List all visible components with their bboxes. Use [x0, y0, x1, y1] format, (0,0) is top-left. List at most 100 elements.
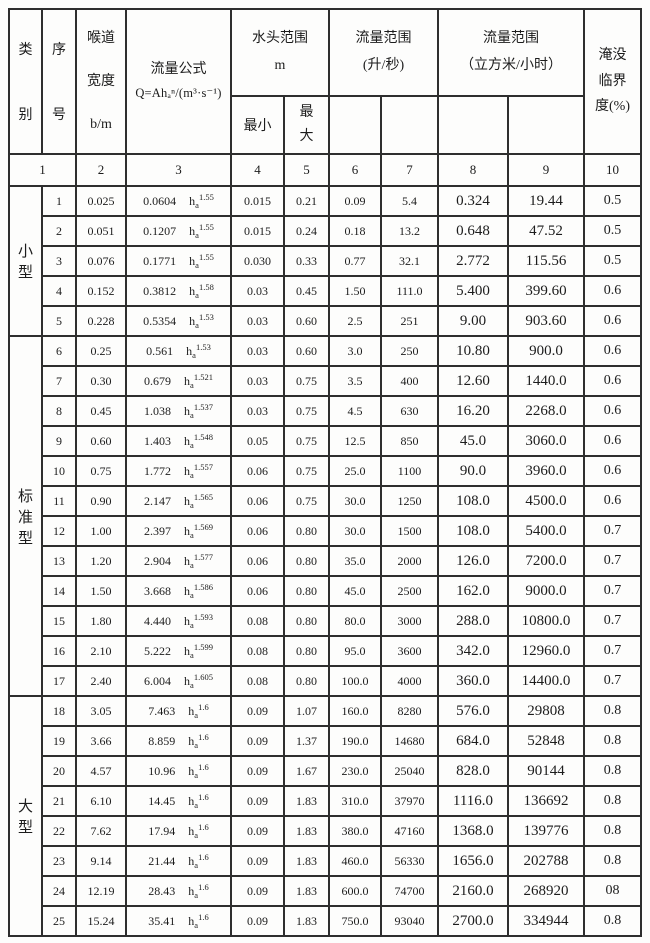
- category-char: 型: [17, 265, 33, 281]
- formula-ha-term: ha1.569: [184, 522, 213, 540]
- serial-number-cell: 17: [41, 665, 77, 697]
- head-min-cell: 0.030: [230, 245, 285, 277]
- head-min-cell: 0.09: [230, 785, 285, 817]
- flow-ls-min-cell: 460.0: [328, 845, 382, 877]
- flow-formula-cell: 4.440 ha1.593: [125, 605, 232, 637]
- throat-width-cell: 2.10: [75, 635, 127, 667]
- table-row: 3 0.076 0.1771 ha1.55 0.030 0.33 0.77 32.1 2.772…: [9, 245, 643, 277]
- flow-ls-min-cell: 80.0: [328, 605, 382, 637]
- header-submergence: 淹没 临界 度(%): [583, 8, 643, 155]
- submergence-cell: 0.7: [583, 515, 643, 547]
- formula-ha-term: ha1.6: [188, 912, 209, 930]
- formula-ha-term: ha1.565: [184, 492, 213, 510]
- flow-ls-max-cell: 2000: [380, 545, 439, 577]
- serial-number-cell: 14: [41, 575, 77, 607]
- throat-width-cell: 6.10: [75, 785, 127, 817]
- flow-m3h-max-cell: 139776: [506, 815, 586, 847]
- header-throat-width: 喉道 宽度 b/m: [75, 8, 127, 155]
- flow-ls-max-cell: 3600: [380, 635, 439, 667]
- column-index: 5: [283, 153, 330, 187]
- flow-formula-cell: 7.463 ha1.6: [125, 695, 232, 727]
- flow-m3h-min-cell: 10.80: [437, 335, 509, 367]
- formula-wrap: 7.463 ha1.6: [128, 702, 229, 720]
- flow-ls-max-cell: 13.2: [380, 215, 439, 247]
- flow-m3h-max-cell: 202788: [506, 845, 586, 877]
- serial-number-cell: 4: [41, 275, 77, 307]
- head-min-cell: 0.015: [230, 185, 285, 217]
- throat-width-cell: 0.228: [75, 305, 127, 337]
- formula-ha-term: ha1.6: [188, 732, 209, 750]
- serial-number-cell: 6: [41, 335, 77, 367]
- head-min-cell: 0.09: [230, 755, 285, 787]
- flow-ls-min-cell: 0.09: [328, 185, 382, 217]
- formula-ha-term: ha1.6: [188, 822, 209, 840]
- flow-formula-cell: 2.147 ha1.565: [125, 485, 232, 517]
- header-category-char: 别: [18, 107, 33, 123]
- flow-m3h-min-cell: 5.400: [437, 275, 509, 307]
- throat-width-cell: 0.45: [75, 395, 127, 427]
- head-min-cell: 0.03: [230, 395, 285, 427]
- header-flow-formula: 流量公式 Q=Ahₐⁿ/(m³·s⁻¹): [125, 8, 232, 155]
- header-flow-range-ls: 流量范围 (升/秒): [328, 8, 439, 97]
- flow-m3h-max-cell: 1440.0: [506, 365, 586, 397]
- flow-ls-max-cell: 251: [380, 305, 439, 337]
- flow-formula-cell: 0.561 ha1.53: [125, 335, 232, 367]
- flow-ls-max-cell: 630: [380, 395, 439, 427]
- flume-spec-table: 类 别 序 号 喉道 宽度 b/m: [8, 8, 643, 937]
- flow-m3h-max-cell: 2268.0: [506, 395, 586, 427]
- serial-number-cell: 1: [41, 185, 77, 217]
- head-max-cell: 0.80: [283, 605, 330, 637]
- throat-width-cell: 15.24: [75, 905, 127, 937]
- flow-m3h-max-cell: 9000.0: [506, 575, 586, 607]
- submergence-cell: 0.7: [583, 545, 643, 577]
- submergence-cell: 0.7: [583, 665, 643, 697]
- flow-m3h-max-cell: 29808: [506, 695, 586, 727]
- submergence-cell: 0.6: [583, 335, 643, 367]
- flow-m3h-max-cell: 3060.0: [506, 425, 586, 457]
- head-max-cell: 1.83: [283, 875, 330, 907]
- table-row: 17 2.40 6.004 ha1.605 0.08 0.80 100.0 4000 360.0…: [9, 665, 643, 697]
- flow-ls-max-cell: 1500: [380, 515, 439, 547]
- throat-width-cell: 1.80: [75, 605, 127, 637]
- formula-ha-term: ha1.6: [188, 762, 209, 780]
- flow-formula-cell: 28.43 ha1.6: [125, 875, 232, 907]
- formula-coefficient: 17.94: [148, 823, 176, 838]
- table-row: 4 0.152 0.3812 ha1.58 0.03 0.45 1.50 111.0 5.400…: [9, 275, 643, 307]
- flow-ls-min-cell: 95.0: [328, 635, 382, 667]
- flow-m3h-min-cell: 162.0: [437, 575, 509, 607]
- submergence-cell: 0.8: [583, 785, 643, 817]
- table-row: 5 0.228 0.5354 ha1.53 0.03 0.60 2.5 251 9.00 903.…: [9, 305, 643, 337]
- submergence-cell: 0.8: [583, 905, 643, 937]
- head-max-cell: 0.21: [283, 185, 330, 217]
- throat-width-cell: 4.57: [75, 755, 127, 787]
- head-min-cell: 0.06: [230, 515, 285, 547]
- table-row: 7 0.30 0.679 ha1.521 0.03 0.75 3.5 400 12.60 1440…: [9, 365, 643, 397]
- header-serial-char: 序: [52, 43, 66, 59]
- serial-number-cell: 21: [41, 785, 77, 817]
- formula-ha-term: ha1.6: [188, 852, 209, 870]
- formula-ha-term: ha1.577: [184, 552, 213, 570]
- head-min-cell: 0.015: [230, 215, 285, 247]
- column-index: 2: [75, 153, 127, 187]
- formula-wrap: 1.403 ha1.548: [128, 432, 229, 450]
- submergence-line: 临界: [598, 73, 627, 89]
- flow-ls-min-cell: 30.0: [328, 515, 382, 547]
- header-flow-range-m3h: 流量范围 （立方米/小时）: [436, 8, 586, 97]
- category-char: 准: [17, 509, 33, 526]
- throat-width-cell: 0.75: [75, 455, 127, 487]
- head-min-cell: 0.06: [230, 575, 285, 607]
- flow-formula-cell: 0.679 ha1.521: [125, 365, 232, 397]
- formula-coefficient: 3.668: [144, 583, 172, 598]
- submergence-cell: 0.5: [583, 245, 643, 277]
- flow-m3h-max-cell: 52848: [506, 725, 586, 757]
- table-row: 9 0.60 1.403 ha1.548 0.05 0.75 12.5 850 45.0 3060…: [9, 425, 643, 457]
- flow-formula-cell: 14.45 ha1.6: [125, 785, 232, 817]
- head-max-cell: 1.83: [283, 905, 330, 937]
- formula-ha-term: ha1.599: [184, 642, 213, 660]
- flow-ls-max-cell: 3000: [380, 605, 439, 637]
- flow-ls-min-cell: 600.0: [328, 875, 382, 907]
- flow-m3h-max-cell: 19.44: [506, 185, 586, 217]
- flow-m3h-unit: （立方米/小时）: [460, 57, 562, 73]
- flow-ls-max-cell: 111.0: [380, 275, 439, 307]
- formula-coefficient: 0.561: [146, 343, 174, 358]
